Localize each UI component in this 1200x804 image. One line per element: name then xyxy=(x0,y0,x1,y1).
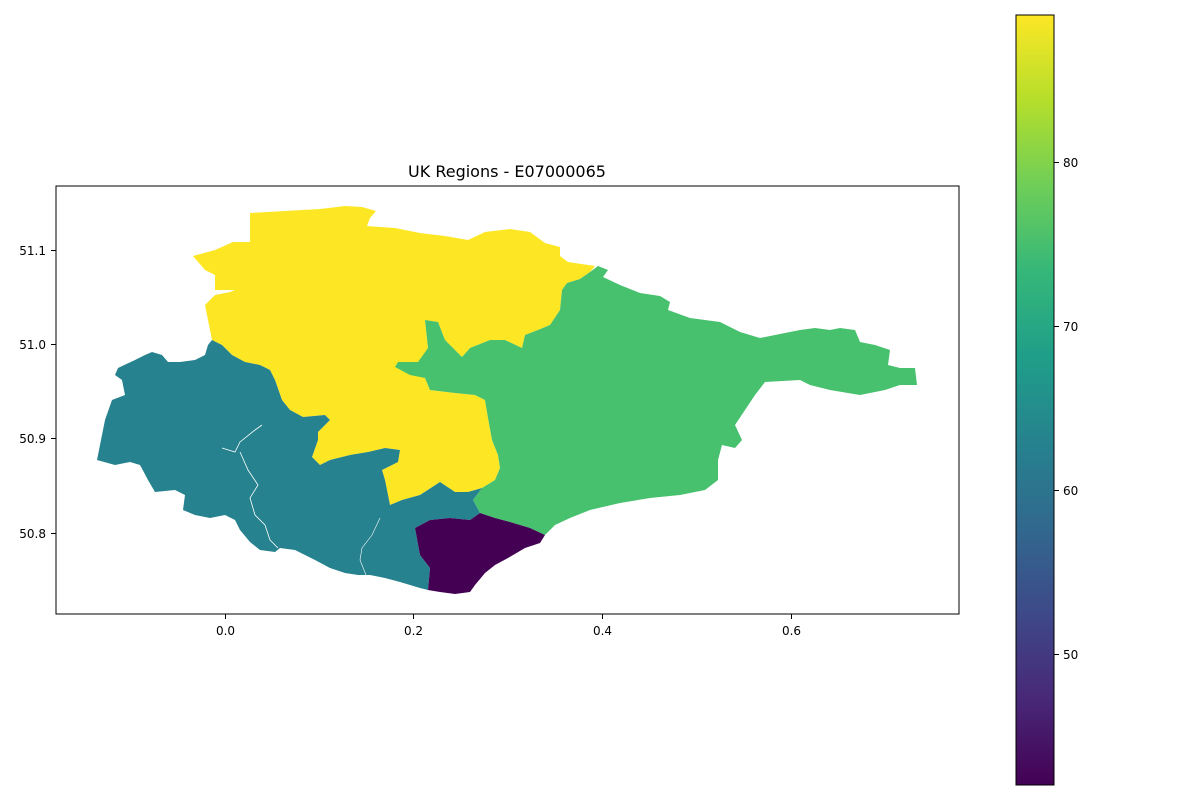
boundary-line-west xyxy=(221,424,279,549)
y-tick-label: 50.8 xyxy=(19,527,46,541)
map-frame xyxy=(55,185,960,615)
region-east[interactable] xyxy=(395,266,917,535)
chart-title: UK Regions - E07000065 xyxy=(408,162,606,181)
region-south[interactable] xyxy=(415,513,545,594)
x-tick-label: 0.4 xyxy=(593,624,612,638)
region-north[interactable] xyxy=(193,206,595,505)
colorbar-tick-label: 80 xyxy=(1063,156,1078,170)
colorbar-tick-label: 70 xyxy=(1063,320,1078,334)
x-tick-label: 0.2 xyxy=(404,624,423,638)
y-tick-label: 51.0 xyxy=(19,338,46,352)
boundary-line-south xyxy=(359,517,381,576)
region-west[interactable] xyxy=(97,340,482,590)
x-tick-label: 0.6 xyxy=(782,624,801,638)
y-tick-label: 50.9 xyxy=(19,432,46,446)
map-panel xyxy=(55,185,960,615)
x-tick-label: 0.0 xyxy=(216,624,235,638)
x-axis: 0.0 0.2 0.4 0.6 xyxy=(216,614,801,638)
colorbar-tick-label: 60 xyxy=(1063,484,1078,498)
colorbar-tick-label: 50 xyxy=(1063,648,1078,662)
colorbar: 50 60 70 80 xyxy=(1015,14,1078,786)
colorbar-gradient xyxy=(1016,15,1054,785)
y-tick-label: 51.1 xyxy=(19,244,46,258)
colorbar-frame xyxy=(1015,14,1055,786)
y-axis: 50.8 50.9 51.0 51.1 xyxy=(19,244,56,541)
